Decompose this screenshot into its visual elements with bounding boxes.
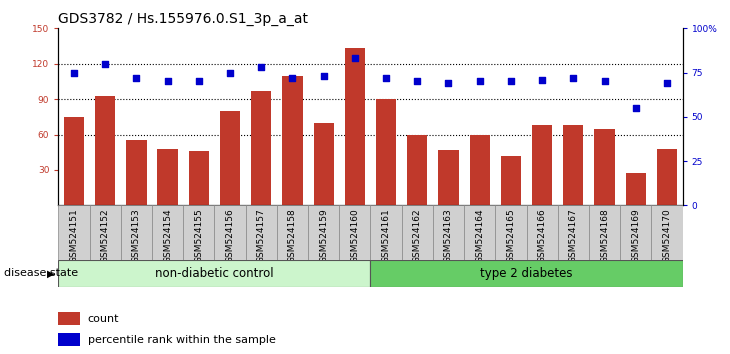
- Bar: [371, 260, 683, 287]
- Text: GSM524155: GSM524155: [194, 208, 204, 263]
- Bar: [313, 123, 334, 205]
- Bar: [626, 173, 646, 205]
- Bar: [433, 205, 464, 260]
- Bar: [464, 205, 495, 260]
- Bar: [345, 48, 365, 205]
- Bar: [90, 205, 121, 260]
- Bar: [308, 205, 339, 260]
- Text: GSM524158: GSM524158: [288, 208, 297, 263]
- Bar: [532, 125, 553, 205]
- Text: GSM524169: GSM524169: [631, 208, 640, 263]
- Text: GDS3782 / Hs.155976.0.S1_3p_a_at: GDS3782 / Hs.155976.0.S1_3p_a_at: [58, 12, 308, 26]
- Point: [474, 79, 485, 84]
- Point: [412, 79, 423, 84]
- Point: [349, 56, 361, 61]
- Text: percentile rank within the sample: percentile rank within the sample: [88, 335, 275, 345]
- Point: [661, 80, 673, 86]
- Bar: [121, 205, 152, 260]
- Text: GSM524157: GSM524157: [257, 208, 266, 263]
- Text: GSM524167: GSM524167: [569, 208, 578, 263]
- Point: [537, 77, 548, 82]
- Text: GSM524160: GSM524160: [350, 208, 359, 263]
- Bar: [283, 75, 303, 205]
- Point: [131, 75, 142, 81]
- Text: GSM524164: GSM524164: [475, 208, 484, 263]
- Bar: [152, 205, 183, 260]
- Bar: [371, 205, 402, 260]
- Text: GSM524159: GSM524159: [319, 208, 328, 263]
- Bar: [376, 99, 396, 205]
- Bar: [58, 260, 370, 287]
- Text: non-diabetic control: non-diabetic control: [155, 267, 274, 280]
- Bar: [215, 205, 245, 260]
- Point: [255, 64, 267, 70]
- Bar: [251, 91, 272, 205]
- Bar: [188, 151, 209, 205]
- Text: count: count: [88, 314, 119, 324]
- Point: [599, 79, 610, 84]
- Text: GSM524163: GSM524163: [444, 208, 453, 263]
- Text: GSM524166: GSM524166: [537, 208, 547, 263]
- Bar: [183, 205, 215, 260]
- Text: GSM524153: GSM524153: [132, 208, 141, 263]
- Point: [505, 79, 517, 84]
- Text: type 2 diabetes: type 2 diabetes: [480, 267, 573, 280]
- Bar: [620, 205, 651, 260]
- Text: disease state: disease state: [4, 268, 78, 278]
- Point: [318, 73, 329, 79]
- Bar: [277, 205, 308, 260]
- Bar: [526, 205, 558, 260]
- Bar: [594, 129, 615, 205]
- Bar: [126, 141, 147, 205]
- Bar: [558, 205, 589, 260]
- Point: [162, 79, 174, 84]
- Bar: [158, 149, 178, 205]
- Point: [224, 70, 236, 75]
- Text: GSM524152: GSM524152: [101, 208, 110, 263]
- Point: [630, 105, 642, 111]
- Text: GSM524168: GSM524168: [600, 208, 609, 263]
- Text: ▶: ▶: [47, 268, 54, 278]
- Bar: [58, 205, 90, 260]
- Text: GSM524156: GSM524156: [226, 208, 234, 263]
- Bar: [64, 117, 84, 205]
- Point: [99, 61, 111, 67]
- Bar: [589, 205, 620, 260]
- Bar: [501, 156, 521, 205]
- Bar: [651, 205, 683, 260]
- Bar: [58, 333, 80, 346]
- Bar: [563, 125, 583, 205]
- Point: [287, 75, 299, 81]
- Bar: [402, 205, 433, 260]
- Bar: [407, 135, 428, 205]
- Text: GSM524161: GSM524161: [382, 208, 391, 263]
- Bar: [438, 150, 458, 205]
- Bar: [469, 135, 490, 205]
- Bar: [339, 205, 371, 260]
- Point: [380, 75, 392, 81]
- Bar: [95, 96, 115, 205]
- Bar: [220, 111, 240, 205]
- Point: [68, 70, 80, 75]
- Text: GSM524170: GSM524170: [662, 208, 672, 263]
- Point: [193, 79, 204, 84]
- Bar: [58, 312, 80, 325]
- Point: [442, 80, 454, 86]
- Bar: [495, 205, 526, 260]
- Bar: [657, 149, 677, 205]
- Text: GSM524165: GSM524165: [507, 208, 515, 263]
- Point: [567, 75, 579, 81]
- Text: GSM524154: GSM524154: [163, 208, 172, 263]
- Bar: [245, 205, 277, 260]
- Text: GSM524151: GSM524151: [69, 208, 79, 263]
- Text: GSM524162: GSM524162: [412, 208, 422, 263]
